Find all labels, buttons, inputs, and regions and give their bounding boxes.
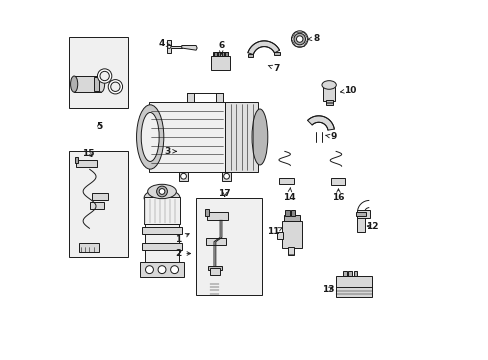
Text: 3: 3 xyxy=(164,147,176,156)
Text: 16: 16 xyxy=(331,189,344,202)
Circle shape xyxy=(296,36,303,42)
Bar xyxy=(206,212,228,220)
Ellipse shape xyxy=(110,82,120,91)
Bar xyxy=(215,93,223,102)
Bar xyxy=(353,271,357,276)
Bar xyxy=(179,172,187,181)
Ellipse shape xyxy=(136,105,163,169)
Bar xyxy=(287,247,293,255)
Bar xyxy=(279,178,293,184)
Ellipse shape xyxy=(223,174,229,179)
Ellipse shape xyxy=(144,189,180,207)
Text: 8: 8 xyxy=(307,34,319,43)
Bar xyxy=(276,232,282,239)
Ellipse shape xyxy=(321,81,336,89)
Bar xyxy=(204,210,208,216)
Bar xyxy=(76,159,97,167)
Text: 7: 7 xyxy=(267,64,280,73)
Bar xyxy=(224,52,227,56)
Bar xyxy=(214,52,217,56)
Text: 17: 17 xyxy=(218,189,231,198)
Bar xyxy=(79,243,99,252)
Bar xyxy=(187,93,194,102)
Text: 4: 4 xyxy=(159,39,170,48)
Circle shape xyxy=(159,189,164,194)
Ellipse shape xyxy=(251,109,267,165)
Bar xyxy=(357,210,369,218)
Text: 1: 1 xyxy=(175,234,189,244)
Bar xyxy=(75,157,78,163)
Bar xyxy=(94,77,99,91)
Text: 10: 10 xyxy=(340,86,356,95)
Circle shape xyxy=(167,45,171,48)
PathPatch shape xyxy=(247,41,279,54)
Ellipse shape xyxy=(97,69,112,83)
Text: 6: 6 xyxy=(218,41,224,54)
PathPatch shape xyxy=(307,116,334,130)
Bar xyxy=(348,271,351,276)
Bar xyxy=(74,76,101,92)
Ellipse shape xyxy=(141,112,159,161)
Text: 12: 12 xyxy=(365,222,377,231)
Bar xyxy=(206,238,225,245)
Text: 5: 5 xyxy=(96,122,102,131)
Bar xyxy=(69,151,128,257)
Polygon shape xyxy=(182,45,197,50)
Bar xyxy=(142,227,182,234)
Circle shape xyxy=(170,266,178,274)
Bar xyxy=(218,52,220,56)
Bar xyxy=(196,198,262,296)
Circle shape xyxy=(158,266,165,274)
Bar xyxy=(69,37,128,108)
Bar xyxy=(357,212,365,232)
Bar xyxy=(92,193,108,200)
Circle shape xyxy=(156,186,167,197)
Bar xyxy=(149,102,224,172)
Bar xyxy=(89,202,104,209)
Bar xyxy=(356,212,366,216)
Polygon shape xyxy=(166,40,182,53)
Bar xyxy=(325,100,332,105)
Bar xyxy=(210,268,220,275)
Bar xyxy=(140,262,184,277)
Ellipse shape xyxy=(108,80,122,94)
Bar xyxy=(323,87,334,101)
Bar xyxy=(290,211,295,216)
Ellipse shape xyxy=(70,76,78,92)
Bar xyxy=(330,178,344,185)
Bar xyxy=(274,51,279,55)
Bar xyxy=(284,215,300,221)
Text: 13: 13 xyxy=(321,285,334,294)
Text: 2: 2 xyxy=(175,249,190,258)
Bar xyxy=(222,172,230,181)
Ellipse shape xyxy=(97,76,104,92)
Bar xyxy=(335,276,371,297)
Ellipse shape xyxy=(180,174,186,179)
Bar xyxy=(247,54,253,57)
Text: 9: 9 xyxy=(325,132,337,141)
Circle shape xyxy=(145,266,153,274)
Bar xyxy=(144,197,180,224)
Bar xyxy=(285,211,289,216)
Text: 15: 15 xyxy=(82,149,95,158)
Ellipse shape xyxy=(100,71,109,81)
Bar xyxy=(282,221,301,248)
Bar xyxy=(343,271,346,276)
Ellipse shape xyxy=(147,184,176,199)
Bar xyxy=(211,56,229,69)
Bar xyxy=(221,52,224,56)
Circle shape xyxy=(293,33,305,45)
Text: 11: 11 xyxy=(266,228,282,237)
Bar xyxy=(144,224,179,262)
Bar xyxy=(212,51,227,56)
Bar xyxy=(142,243,182,250)
Bar xyxy=(224,102,258,172)
Text: 14: 14 xyxy=(283,188,295,202)
Circle shape xyxy=(291,31,307,47)
Bar xyxy=(207,266,222,270)
